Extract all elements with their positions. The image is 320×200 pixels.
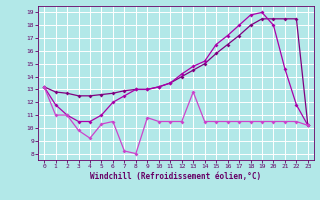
- X-axis label: Windchill (Refroidissement éolien,°C): Windchill (Refroidissement éolien,°C): [91, 172, 261, 181]
